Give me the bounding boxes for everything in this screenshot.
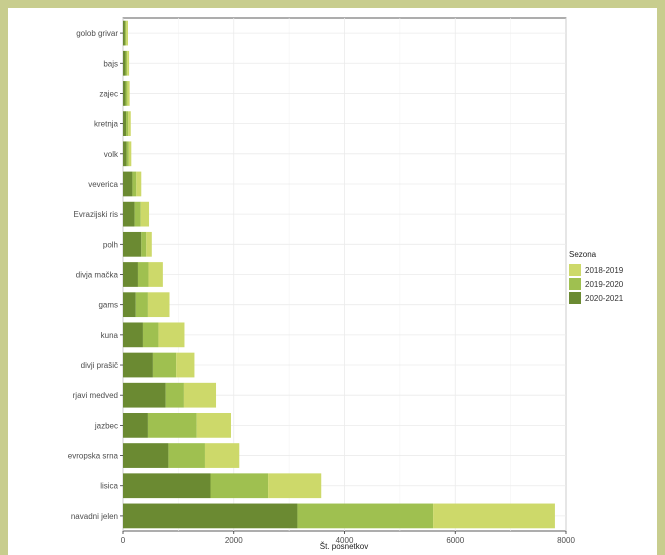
y-tick-label: Evrazijski ris [74, 210, 118, 219]
bar-segment [142, 322, 159, 348]
x-tick-label: 0 [121, 536, 126, 545]
bar-segment [125, 81, 128, 106]
bar-segment [137, 262, 149, 287]
y-tick-label: bajs [103, 59, 118, 68]
bar-segment [125, 50, 128, 76]
y-tick-label: divja mačka [76, 271, 119, 280]
bar-segment [165, 382, 184, 408]
y-tick-label: lisica [100, 482, 118, 491]
legend-label: 2018-2019 [585, 266, 624, 275]
bar-segment [123, 81, 126, 106]
bar-segment [433, 503, 555, 529]
bar-segment [123, 382, 166, 408]
bar-segment [168, 443, 205, 468]
bar-segment [210, 473, 269, 499]
y-tick-label: rjavi medved [73, 391, 118, 400]
x-ticks: 0 2000 4000 6000 8000 [121, 531, 575, 545]
bar-segment [123, 50, 126, 76]
y-tick-label: volk [104, 150, 119, 159]
bar-segment [152, 352, 177, 378]
bar-segment [126, 111, 129, 136]
legend-swatch [569, 278, 581, 290]
y-tick-label: veverica [88, 180, 118, 189]
bar-segment [124, 20, 127, 46]
bar-segment [147, 413, 197, 438]
y-tick-label: kretnja [94, 120, 119, 129]
bar-segment [147, 292, 170, 318]
x-tick-label: 6000 [446, 536, 464, 545]
bar-segment [123, 262, 138, 287]
bar-segment [127, 50, 130, 76]
bar-segment [123, 20, 125, 46]
legend-label: 2019-2020 [585, 280, 624, 289]
bar-segment [158, 322, 185, 348]
bar-segment [123, 352, 153, 378]
y-tick-label: gams [98, 301, 118, 310]
x-tick-label: 8000 [557, 536, 575, 545]
bar-segment [126, 141, 129, 167]
bar-segment [123, 111, 127, 136]
bar-segment [123, 503, 298, 529]
bar-segment [268, 473, 322, 499]
legend-swatch [569, 292, 581, 304]
bar-segment [123, 171, 133, 197]
y-tick-label: golob grivar [76, 29, 118, 38]
bar-segment [123, 231, 142, 257]
bar-segment [123, 292, 136, 318]
y-tick-label: zajec [99, 89, 118, 98]
chart-frame: navadni jelen lisica evropska srna jazbec rj… [8, 8, 657, 555]
bar-segment [136, 171, 142, 197]
bar-segment [148, 262, 163, 287]
y-tick-label: divji prašič [81, 361, 118, 370]
bar-segment [183, 382, 217, 408]
bar-segment [127, 81, 130, 106]
bar-segment [140, 201, 150, 227]
legend-swatch [569, 264, 581, 276]
bar-segment [123, 413, 148, 438]
bar-segment [123, 443, 169, 468]
stacked-bar-chart: navadni jelen lisica evropska srna jazbec rj… [68, 17, 624, 551]
bar-segment [297, 503, 434, 529]
bar-segment [196, 413, 231, 438]
bar-segment [135, 292, 148, 318]
y-tick-label: jazbec [94, 421, 118, 430]
bar-segment [204, 443, 240, 468]
bar-segment [128, 111, 131, 136]
y-tick-label: navadni jelen [71, 512, 118, 521]
legend-title: Sezona [569, 250, 597, 259]
x-axis-title: Št. posnetkov [320, 542, 368, 551]
bar-segment [123, 473, 211, 499]
bar-segment [176, 352, 195, 378]
y-tick-label: evropska srna [68, 452, 119, 461]
bar-segment [123, 201, 135, 227]
y-tick-label: kuna [101, 331, 119, 340]
x-tick-label: 2000 [225, 536, 243, 545]
bar-segment [141, 231, 147, 257]
bar-segment [134, 201, 141, 227]
legend-label: 2020-2021 [585, 294, 624, 303]
x-tick-label: 4000 [336, 536, 354, 545]
bar-segment [123, 141, 127, 167]
bars [123, 20, 555, 529]
bar-segment [123, 322, 143, 348]
bar-segment [132, 171, 137, 197]
bar-segment [126, 20, 128, 46]
y-tick-label: polh [103, 240, 118, 249]
bar-segment [128, 141, 132, 167]
legend: Sezona 2018-2019 2019-2020 2020-2021 [569, 250, 624, 304]
bar-segment [146, 231, 152, 257]
category-labels: navadni jelen lisica evropska srna jazbec rj… [68, 29, 123, 521]
